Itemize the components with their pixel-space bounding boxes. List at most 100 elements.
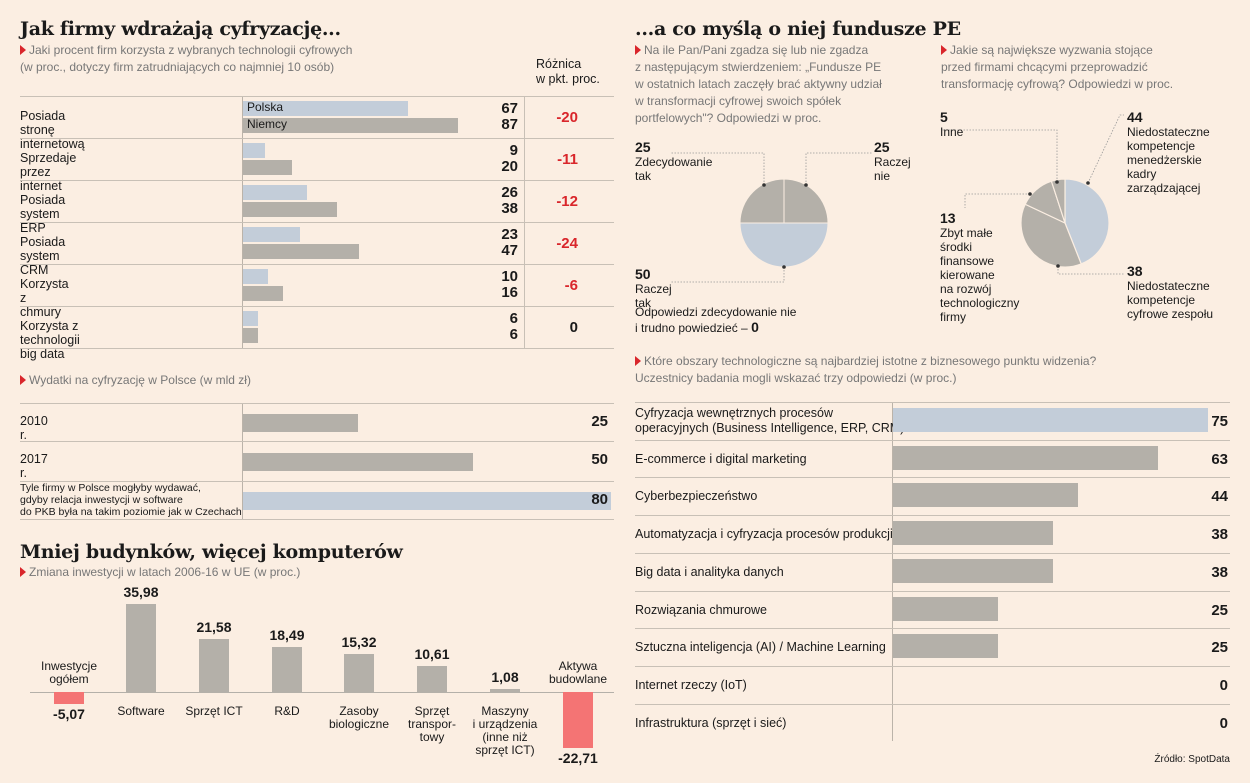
- diff-header-line-1: Różnica: [536, 57, 582, 71]
- pie2-leader-dot: [1055, 180, 1059, 184]
- pie1-value: 25: [635, 139, 651, 155]
- invest-bar: [272, 646, 302, 692]
- area-value: 25: [1211, 601, 1228, 619]
- pie2-digital-label-line: Niedostateczne: [1127, 279, 1210, 293]
- invest-value-label: 15,32: [341, 634, 377, 651]
- area-value: 38: [1211, 563, 1228, 581]
- legend-niemcy: Niemcy: [247, 117, 288, 131]
- pie1-label: Zdecydowanie tak: [635, 155, 713, 183]
- spend-label-line: do PKB była na takim poziomie jak w Czec…: [20, 506, 242, 518]
- pie1-slice: [739, 178, 785, 224]
- diff-value: -24: [556, 235, 578, 252]
- row-separator: [635, 402, 1230, 403]
- invest-category-label: transpor-: [407, 717, 457, 731]
- invest-category-label: budowlane: [548, 672, 608, 686]
- bar-polska: [243, 227, 300, 242]
- area-bar: [893, 558, 1053, 583]
- pie1-leader-dot: [804, 183, 808, 187]
- row-separator: [20, 519, 614, 520]
- area-value: 75: [1211, 413, 1228, 430]
- bar-niemcy: [243, 118, 458, 133]
- pie2-question-text: przed firmami chcącymi przeprowadzić: [941, 60, 1148, 74]
- value-polska: 23: [501, 226, 518, 243]
- row-separator: [20, 403, 614, 404]
- pie2-funds-label-line: kierowane: [940, 268, 995, 282]
- pie2-question-text: Jakie są największe wyzwania stojące: [950, 43, 1153, 57]
- invest-bar: [54, 692, 84, 705]
- pie2-funds-label-line: finansowe: [940, 254, 995, 268]
- subtitle-line-2: (w proc., dotyczy firm zatrudniających c…: [20, 60, 335, 74]
- pie2-funds-label-line: firmy: [940, 310, 966, 324]
- pie2-digital-label-line: kompetencje: [1127, 293, 1196, 307]
- row-separator: [635, 665, 1230, 667]
- invest-category-label: sprzęt ICT): [475, 743, 535, 757]
- category-label: Posiada system CRM: [20, 235, 66, 277]
- zero-baseline: [30, 692, 614, 693]
- pie2-question: Jakie są największe wyzwania stojące prze…: [941, 42, 1173, 93]
- pie2-funds-label-line: technologiczny: [940, 296, 1020, 310]
- pie1-question-line: portfelowych"? Odpowiedzi w proc.: [635, 110, 882, 127]
- pie1-question-line: w ostatnich latach zaczęły brać aktywny …: [635, 76, 882, 93]
- invest-value-label: -22,71: [558, 749, 598, 766]
- spend-label: 2017 r.: [20, 452, 48, 480]
- pie2-funds-label-line: środki: [940, 240, 973, 254]
- row-separator: [635, 590, 1230, 592]
- area-label: Rozwiązania chmurowe: [635, 602, 768, 617]
- pie1-note-value: 0: [751, 319, 759, 335]
- vertical-axis-line: [892, 402, 893, 742]
- pie2-managerial-label-line: menedżerskie: [1127, 153, 1202, 167]
- pie1-value: 25: [874, 139, 890, 155]
- pie2-managerial-label-line: kompetencje: [1127, 139, 1196, 153]
- pie2-other-value: 5: [940, 109, 948, 125]
- pie1-leader-line: [805, 152, 872, 185]
- pie1-question-line: Na ile Pan/Pani zgadza się lub nie zgadz…: [635, 42, 882, 59]
- red-triangle-icon: [635, 45, 641, 55]
- pie1-slice: [783, 178, 829, 224]
- invest-category-label: biologiczne: [328, 717, 390, 731]
- spend-subtitle: Wydatki na cyfryzację w Polsce (w mld zł…: [20, 372, 251, 389]
- pie2-question-line: przed firmami chcącymi przeprowadzić: [941, 59, 1173, 76]
- pie2-leader-line: [964, 193, 1030, 208]
- category-label: Posiada system ERP: [20, 193, 66, 235]
- row-separator: [635, 703, 1230, 705]
- bar-niemcy: [243, 328, 258, 343]
- pie2-managerial-label-line: kadry: [1127, 167, 1157, 181]
- value-polska: 10: [501, 268, 518, 285]
- category-label: Sprzedaje przez internet: [20, 151, 77, 193]
- invest-category-label: Sprzęt: [414, 704, 450, 718]
- area-label: Big data i analityka danych: [635, 564, 784, 579]
- spend-label-line: gdyby relacja inwestycji w software: [20, 494, 183, 506]
- red-triangle-icon: [20, 567, 26, 577]
- pie2-other-label-line: Inne: [940, 125, 964, 139]
- spend-bar: [243, 453, 473, 471]
- pie1-label: Raczej nie: [874, 155, 911, 183]
- area-label: Infrastruktura (sprzęt i sieć): [635, 715, 787, 730]
- pie2-managerial-label-line: Niedostateczne: [1127, 125, 1210, 139]
- value-polska: 26: [501, 184, 518, 201]
- invest-bar: [344, 654, 374, 692]
- pie1-note: Odpowiedzi zdecydowanie nie i trudno pow…: [635, 305, 796, 336]
- area-value: 0: [1219, 714, 1228, 732]
- bar-polska: [243, 143, 266, 158]
- area-value: 38: [1211, 526, 1228, 544]
- bar-niemcy: [243, 244, 360, 259]
- row-separator: [20, 441, 614, 442]
- invest-category-label: Maszyny: [481, 704, 529, 718]
- area-value: 25: [1211, 639, 1228, 657]
- invest-category-label: Zasoby: [339, 704, 379, 718]
- value-polska: 67: [501, 100, 518, 117]
- invest-category-label: Aktywa: [558, 659, 598, 673]
- diff-value: -11: [557, 151, 578, 168]
- pie2-leader-dot: [1028, 192, 1032, 196]
- diff-value: -12: [556, 193, 578, 210]
- invest-bar: [199, 639, 229, 692]
- pie1-question-line: z następującym stwierdzeniem: „Fundusze …: [635, 59, 882, 76]
- pie2-leader-dot: [1086, 181, 1090, 185]
- spend-value: 25: [591, 413, 608, 430]
- value-niemcy: 6: [509, 326, 518, 343]
- pie1-question-text: w transformacji cyfrowej swoich spółek: [635, 94, 842, 108]
- category-label: Posiada stronę internetową: [20, 109, 85, 151]
- row-separator: [20, 180, 614, 181]
- chart-title-digitalization: Jak firmy wdrażają cyfryzację...: [20, 18, 341, 40]
